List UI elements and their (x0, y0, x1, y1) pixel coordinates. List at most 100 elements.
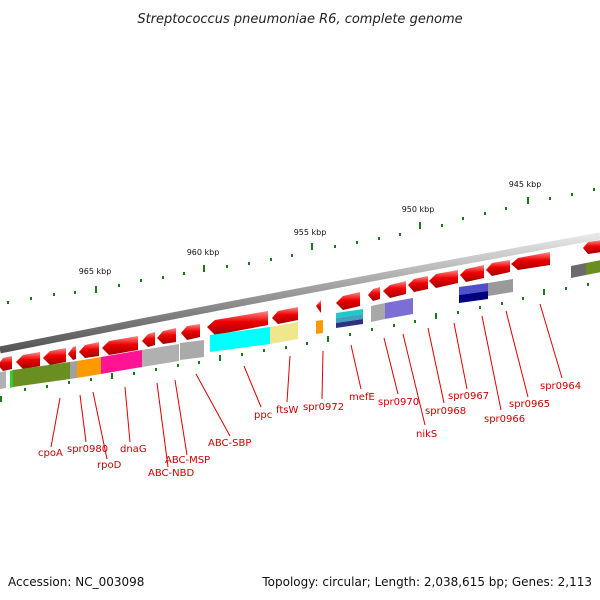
leader-line (156, 382, 169, 468)
tick-mark (248, 262, 250, 265)
gene-label-spr0966: spr0966 (484, 414, 525, 425)
category-bar (586, 260, 600, 275)
leader-line (79, 394, 87, 443)
inner-tick (219, 355, 221, 361)
gene-label-ABC-MSP: ABC-MSP (165, 455, 210, 466)
inner-tick (46, 385, 48, 388)
gene-labels: spr0964 spr0965 spr0966 spr0967 spr0968 … (38, 381, 581, 479)
gene-label-rpoD: rpoD (97, 460, 122, 471)
category-bar (101, 350, 142, 374)
gene-arrow (102, 336, 138, 355)
genome-summary-text: Topology: circular; Length: 2,038,615 bp… (261, 575, 592, 589)
tick-mark (183, 272, 185, 275)
tick-mark (462, 217, 464, 220)
category-bar (571, 263, 586, 278)
leader-line (383, 337, 399, 395)
tick-mark (118, 284, 120, 287)
inner-tick (457, 311, 459, 314)
coordinate-ticks (7, 188, 595, 304)
inner-tick (327, 336, 329, 342)
tick-label-965: 965 kbp (79, 267, 112, 276)
tick-mark (7, 301, 9, 304)
inner-tick (349, 333, 351, 336)
genome-backbone (0, 232, 600, 354)
inner-tick (263, 349, 265, 352)
forward-strand-genes (0, 240, 600, 371)
gene-arrow (16, 352, 40, 369)
inner-tick (285, 346, 287, 349)
tick-mark (571, 193, 573, 196)
leader-line (195, 373, 231, 437)
gene-label-ftsW: ftsW (276, 405, 298, 416)
inner-tick (501, 302, 503, 305)
gene-label-spr0968: spr0968 (425, 406, 466, 417)
leader-line (481, 315, 502, 411)
inner-tick (241, 353, 243, 356)
inner-tick (522, 297, 524, 300)
leader-line (402, 333, 426, 426)
gene-arrow (486, 260, 510, 276)
tick-mark (505, 207, 507, 210)
inner-tick (155, 368, 157, 371)
map-title: Streptococcus pneumoniae R6, complete ge… (137, 12, 462, 27)
gene-label-nikS: nikS (416, 429, 437, 440)
gene-arrow (142, 332, 155, 347)
tick-mark (593, 188, 595, 191)
gene-label-ppc: ppc (254, 410, 272, 421)
tick-mark (74, 291, 76, 294)
category-bar (459, 291, 488, 303)
gene-arrow (368, 287, 380, 301)
label-leaders (50, 303, 563, 468)
gene-label-spr0967: spr0967 (448, 391, 489, 402)
category-bar (371, 303, 385, 322)
tick-mark (527, 197, 529, 204)
leader-line (350, 344, 362, 390)
category-bar (180, 340, 204, 360)
gene-arrow (157, 328, 176, 344)
leader-line (505, 310, 529, 398)
gene-arrow (460, 265, 484, 282)
gene-arrow (181, 324, 200, 340)
tick-label-950: 950 kbp (402, 205, 435, 214)
category-bar (77, 357, 101, 378)
gene-label-ABC-NBD: ABC-NBD (148, 468, 194, 479)
gene-arrow (316, 300, 321, 313)
gene-arrow (207, 311, 268, 335)
tick-mark (203, 265, 205, 272)
gene-label-spr0964: spr0964 (540, 381, 581, 392)
tick-mark (419, 222, 421, 229)
leader-line (124, 386, 131, 443)
inner-tick (306, 342, 308, 345)
tick-mark (311, 243, 313, 250)
tick-mark (399, 233, 401, 236)
inner-tick (24, 388, 26, 391)
inner-tick (68, 381, 70, 384)
gene-label-ABC-SBP: ABC-SBP (208, 438, 251, 449)
gene-arrow (429, 270, 458, 288)
gene-label-spr0970: spr0970 (378, 397, 419, 408)
gene-arrow (336, 292, 360, 310)
gene-label-spr0965: spr0965 (509, 399, 550, 410)
category-bar (142, 344, 179, 367)
tick-mark (162, 276, 164, 279)
gene-arrow (79, 342, 99, 358)
inner-tick (371, 328, 373, 331)
gene-arrow (272, 307, 298, 324)
leader-line (286, 355, 291, 403)
tick-mark (291, 254, 293, 257)
tick-mark (441, 224, 443, 227)
leader-line (321, 350, 324, 400)
leader-line (243, 365, 262, 408)
gene-label-mefE: mefE (349, 392, 375, 403)
gene-arrow (68, 346, 76, 360)
inner-tick (587, 283, 589, 286)
tick-label-960: 960 kbp (187, 248, 220, 257)
leader-line (453, 322, 468, 390)
tick-mark (140, 279, 142, 282)
category-bar (316, 320, 323, 334)
inner-tick (435, 313, 437, 319)
tick-mark (484, 212, 486, 215)
category-bar (336, 314, 363, 323)
